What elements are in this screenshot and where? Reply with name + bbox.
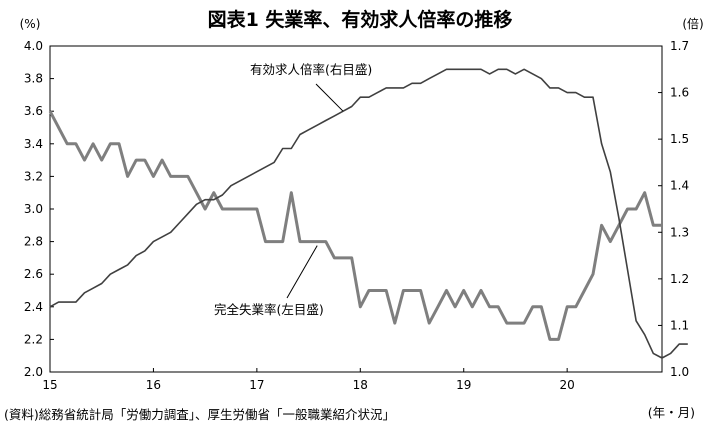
left-axis-tick-label-7: 3.4: [24, 137, 43, 151]
right-axis-tick-label-7: 1.7: [670, 39, 689, 53]
x-axis-tick-label-3: 18: [353, 378, 368, 392]
chart-title: 図表1 失業率、有効求人倍率の推移: [208, 8, 513, 31]
left-axis-tick-label-4: 2.8: [24, 235, 43, 249]
x-axis-tick-label-2: 17: [249, 378, 264, 392]
left-axis-unit: (%): [20, 17, 41, 31]
plot-frame: [49, 45, 663, 373]
plot-layer: 2.0 2.2 2.4 2.6 2.8 3.0 3.2 3.4 3.6 3.8 4.0 1.0 1.1 1…: [24, 39, 689, 392]
series-line-1: [49, 68, 688, 359]
annotation-leader-1: [286, 245, 318, 299]
left-axis-tick-label-8: 3.6: [24, 104, 43, 118]
right-axis-tick-label-3: 1.3: [670, 225, 689, 239]
right-axis-unit: (倍): [682, 16, 703, 31]
left-axis-tick-label-6: 3.2: [24, 169, 43, 183]
source-note: (資料)総務省統計局「労働力調査」、厚生労働省「一般職業紹介状況」: [4, 407, 395, 422]
left-axis-tick-label-0: 2.0: [24, 365, 43, 379]
right-axis-tick-label-1: 1.1: [670, 318, 689, 332]
annotation-label-1: 完全失業率(左目盛): [214, 302, 324, 317]
left-axis-tick-label-10: 4.0: [24, 39, 43, 53]
x-axis-tick-label-1: 16: [146, 378, 161, 392]
left-axis-tick-label-5: 3.0: [24, 202, 43, 216]
x-axis-tick-label-0: 15: [42, 378, 57, 392]
right-axis-tick-label-6: 1.6: [670, 86, 689, 100]
x-axis-tick-label-4: 19: [456, 378, 471, 392]
left-axis-tick-label-9: 3.8: [24, 72, 43, 86]
right-axis-tick-label-4: 1.4: [670, 179, 689, 193]
x-axis-tick-label-5: 20: [560, 378, 575, 392]
annotation-leader-0: [315, 83, 344, 112]
left-axis-tick-label-3: 2.6: [24, 267, 43, 281]
left-axis-tick-label-1: 2.2: [24, 332, 43, 346]
x-axis-unit: (年・月): [648, 405, 695, 420]
right-axis-tick-label-2: 1.2: [670, 272, 689, 286]
series-line-0: [48, 110, 662, 341]
annotation-label-0: 有効求人倍率(右目盛): [250, 62, 372, 77]
right-axis-tick-label-0: 1.0: [670, 365, 689, 379]
left-axis-tick-label-2: 2.4: [24, 300, 43, 314]
right-axis-tick-label-5: 1.5: [670, 132, 689, 146]
